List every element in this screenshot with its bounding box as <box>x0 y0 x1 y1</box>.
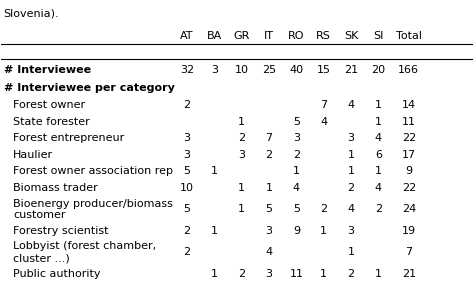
Text: RS: RS <box>316 31 331 42</box>
Text: 10: 10 <box>235 65 249 75</box>
Text: 1: 1 <box>211 269 218 279</box>
Text: 25: 25 <box>262 65 276 75</box>
Text: 2: 2 <box>265 150 273 160</box>
Text: 17: 17 <box>401 150 416 160</box>
Text: 7: 7 <box>320 100 327 110</box>
Text: 1: 1 <box>375 100 382 110</box>
Text: 1: 1 <box>238 117 245 127</box>
Text: Forestry scientist: Forestry scientist <box>13 226 109 236</box>
Text: RO: RO <box>288 31 305 42</box>
Text: 4: 4 <box>320 117 327 127</box>
Text: 1: 1 <box>293 166 300 176</box>
Text: SI: SI <box>373 31 383 42</box>
Text: 4: 4 <box>375 133 382 143</box>
Text: 2: 2 <box>183 247 191 257</box>
Text: Haulier: Haulier <box>13 150 53 160</box>
Text: Public authority: Public authority <box>13 269 100 279</box>
Text: AT: AT <box>180 31 194 42</box>
Text: 40: 40 <box>289 65 303 75</box>
Text: 3: 3 <box>238 150 245 160</box>
Text: Biomass trader: Biomass trader <box>13 183 98 193</box>
Text: 5: 5 <box>265 205 273 214</box>
Text: 24: 24 <box>401 205 416 214</box>
Text: BA: BA <box>207 31 222 42</box>
Text: 1: 1 <box>347 166 355 176</box>
Text: Forest owner association rep: Forest owner association rep <box>13 166 173 176</box>
Text: 22: 22 <box>401 133 416 143</box>
Text: 5: 5 <box>183 166 191 176</box>
Text: 2: 2 <box>375 205 382 214</box>
Text: 7: 7 <box>405 247 412 257</box>
Text: 1: 1 <box>320 226 327 236</box>
Text: Slovenia).: Slovenia). <box>4 8 59 18</box>
Text: 4: 4 <box>265 247 273 257</box>
Text: 2: 2 <box>183 226 191 236</box>
Text: 21: 21 <box>401 269 416 279</box>
Text: 3: 3 <box>293 133 300 143</box>
Text: 1: 1 <box>347 150 355 160</box>
Text: Lobbyist (forest chamber,
cluster ...): Lobbyist (forest chamber, cluster ...) <box>13 241 156 263</box>
Text: 4: 4 <box>293 183 300 193</box>
Text: 5: 5 <box>183 205 191 214</box>
Text: 4: 4 <box>375 183 382 193</box>
Text: 2: 2 <box>347 269 355 279</box>
Text: 3: 3 <box>183 150 191 160</box>
Text: 32: 32 <box>180 65 194 75</box>
Text: 11: 11 <box>289 269 303 279</box>
Text: 9: 9 <box>293 226 300 236</box>
Text: 166: 166 <box>398 65 419 75</box>
Text: 1: 1 <box>238 205 245 214</box>
Text: 6: 6 <box>375 150 382 160</box>
Text: Total: Total <box>396 31 422 42</box>
Text: 2: 2 <box>347 183 355 193</box>
Text: 10: 10 <box>180 183 194 193</box>
Text: 1: 1 <box>238 183 245 193</box>
Text: 15: 15 <box>317 65 331 75</box>
Text: 14: 14 <box>401 100 416 110</box>
Text: 3: 3 <box>183 133 191 143</box>
Text: 5: 5 <box>293 205 300 214</box>
Text: 19: 19 <box>401 226 416 236</box>
Text: 21: 21 <box>344 65 358 75</box>
Text: 2: 2 <box>238 133 245 143</box>
Text: 2: 2 <box>320 205 327 214</box>
Text: 20: 20 <box>371 65 385 75</box>
Text: 7: 7 <box>265 133 273 143</box>
Text: IT: IT <box>264 31 274 42</box>
Text: 2: 2 <box>183 100 191 110</box>
Text: # Interviewee: # Interviewee <box>4 65 91 75</box>
Text: 2: 2 <box>238 269 245 279</box>
Text: 5: 5 <box>293 117 300 127</box>
Text: 4: 4 <box>347 205 355 214</box>
Text: 2: 2 <box>293 150 300 160</box>
Text: 1: 1 <box>265 183 273 193</box>
Text: Bioenergy producer/biomass
customer: Bioenergy producer/biomass customer <box>13 199 173 220</box>
Text: 3: 3 <box>347 133 355 143</box>
Text: Forest owner: Forest owner <box>13 100 85 110</box>
Text: # Interviewee per category: # Interviewee per category <box>4 83 174 94</box>
Text: 1: 1 <box>320 269 327 279</box>
Text: 3: 3 <box>347 226 355 236</box>
Text: 3: 3 <box>265 226 273 236</box>
Text: SK: SK <box>344 31 358 42</box>
Text: 1: 1 <box>375 166 382 176</box>
Text: 3: 3 <box>211 65 218 75</box>
Text: 1: 1 <box>347 247 355 257</box>
Text: 9: 9 <box>405 166 412 176</box>
Text: 22: 22 <box>401 183 416 193</box>
Text: GR: GR <box>234 31 250 42</box>
Text: 1: 1 <box>375 269 382 279</box>
Text: 11: 11 <box>402 117 416 127</box>
Text: 1: 1 <box>211 226 218 236</box>
Text: 1: 1 <box>375 117 382 127</box>
Text: State forester: State forester <box>13 117 90 127</box>
Text: 3: 3 <box>265 269 273 279</box>
Text: Forest entrepreneur: Forest entrepreneur <box>13 133 124 143</box>
Text: 4: 4 <box>347 100 355 110</box>
Text: 1: 1 <box>211 166 218 176</box>
